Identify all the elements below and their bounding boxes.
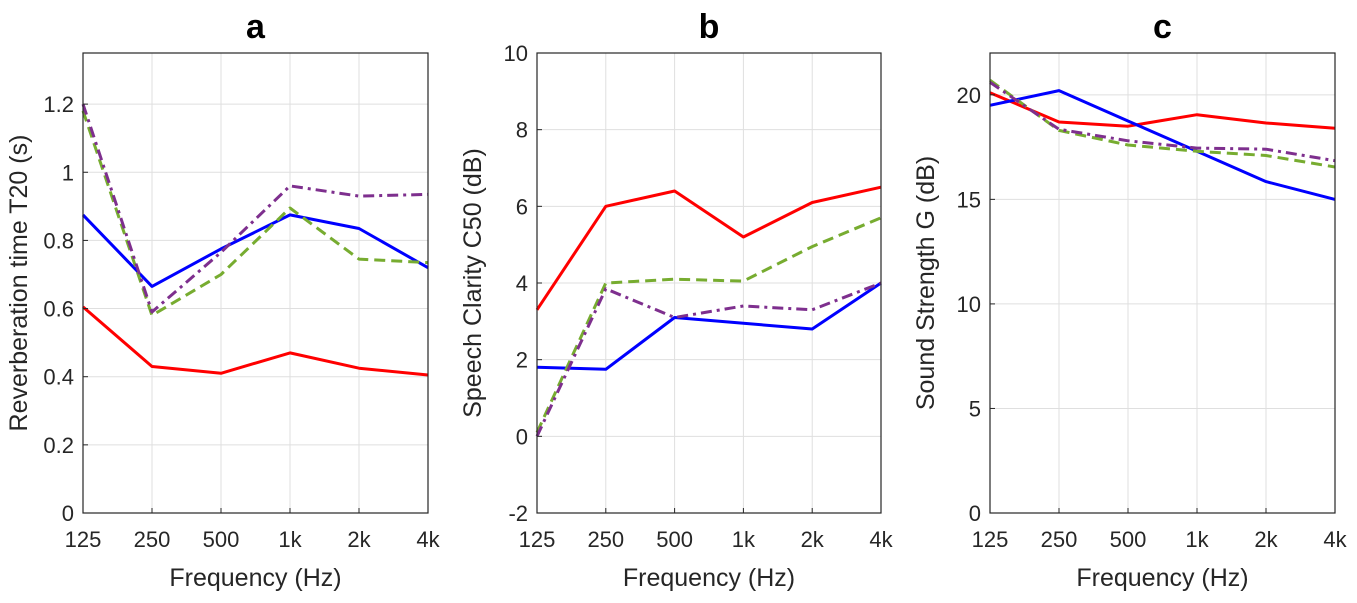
y-tick-label: 0.4 [43, 365, 74, 390]
x-tick-label: 1k [1185, 527, 1209, 552]
series-line-red [82, 305, 429, 377]
x-tick-label: 250 [1041, 527, 1078, 552]
x-tick-label: 4k [869, 527, 893, 552]
y-tick-label: 0 [516, 424, 528, 449]
x-tick-label: 125 [519, 527, 556, 552]
x-tick-label: 1k [278, 527, 302, 552]
y-tick-label: -2 [508, 501, 528, 526]
x-tick-label: 2k [1254, 527, 1278, 552]
series-line-green [535, 216, 882, 434]
y-tick-label: 1.2 [43, 92, 74, 117]
x-tick-label: 125 [972, 527, 1009, 552]
series-line-purple [535, 281, 882, 437]
y-tick-label: 4 [516, 271, 528, 296]
panel-title: c [1153, 8, 1172, 46]
series-line-blue [536, 281, 882, 371]
y-tick-label: 1 [62, 160, 74, 185]
y-tick-label: 0.8 [43, 228, 74, 253]
y-axis-label: Sound Strength G (dB) [912, 156, 940, 410]
x-tick-label: 2k [347, 527, 371, 552]
y-tick-label: 5 [969, 396, 981, 421]
x-tick-label: 500 [656, 527, 693, 552]
x-tick-label: 250 [134, 527, 171, 552]
series-line-green [81, 110, 429, 317]
series-line-blue [989, 89, 1336, 201]
x-tick-label: 2k [801, 527, 825, 552]
series-line-purple [81, 103, 429, 314]
x-tick-label: 4k [416, 527, 440, 552]
y-axis-label: Speech Clarity C50 (dB) [459, 148, 487, 418]
panel-title: a [246, 8, 266, 46]
y-tick-label: 10 [504, 41, 528, 66]
panel-a: 125 250 500 1k 2k 4k 0 0.2 0.4 0.6 0.8 1 1.2 Frequenc… [5, 8, 441, 592]
x-axis-label: Frequency (Hz) [169, 564, 341, 592]
y-tick-label: 0 [62, 501, 74, 526]
plot-frame [989, 52, 1336, 514]
x-tick-label: 1k [732, 527, 756, 552]
x-axis-label: Frequency (Hz) [623, 564, 795, 592]
x-tick-label: 250 [587, 527, 624, 552]
y-tick-label: 0.2 [43, 433, 74, 458]
y-tick-label: 10 [957, 292, 981, 317]
series-line-red [989, 91, 1336, 130]
plot-frame [82, 52, 429, 514]
y-tick-label: 2 [516, 348, 528, 373]
x-tick-label: 4k [1323, 527, 1347, 552]
series-line-red [535, 185, 882, 311]
y-tick-label: 6 [516, 194, 528, 219]
panel-b: 125 250 500 1k 2k 4k -2 0 2 4 6 8 10 Frequency (Hz) Sp… [459, 8, 894, 592]
y-tick-label: 15 [957, 187, 981, 212]
y-tick-label: 8 [516, 118, 528, 143]
series-line-green [989, 78, 1336, 169]
y-axis-label: Reverberation time T20 (s) [5, 135, 33, 432]
y-tick-label: 0 [969, 501, 981, 526]
panel-c: 125 250 500 1k 2k 4k 0 5 10 15 20 Frequency (Hz) Sou… [912, 8, 1348, 592]
x-axis-label: Frequency (Hz) [1076, 564, 1248, 592]
panel-title: b [699, 8, 720, 46]
series-line-blue [81, 213, 429, 288]
x-tick-label: 500 [203, 527, 240, 552]
x-tick-label: 500 [1110, 527, 1147, 552]
y-tick-label: 0.6 [43, 297, 74, 322]
x-tick-label: 125 [65, 527, 102, 552]
y-tick-label: 20 [957, 83, 981, 108]
